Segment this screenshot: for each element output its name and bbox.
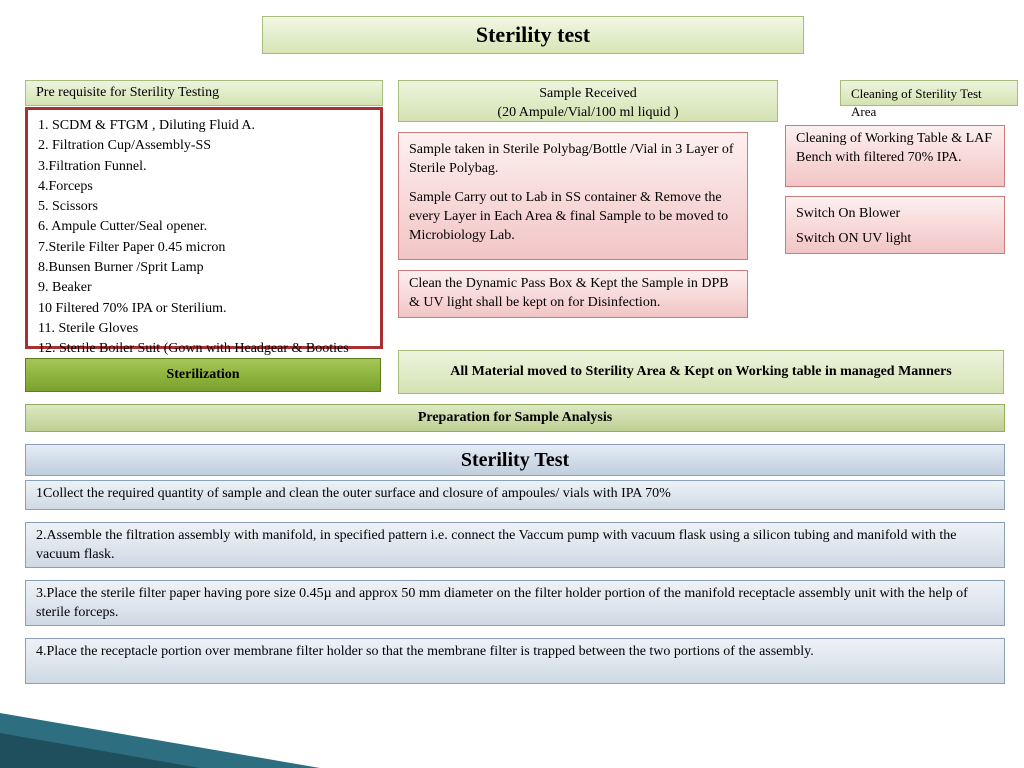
step-4: 4.Place the receptacle portion over memb… bbox=[25, 638, 1005, 684]
prereq-list: 1. SCDM & FTGM , Diluting Fluid A. 2. Fi… bbox=[25, 107, 383, 349]
material-moved-box: All Material moved to Sterility Area & K… bbox=[398, 350, 1004, 394]
dpb-box: Clean the Dynamic Pass Box & Kept the Sa… bbox=[398, 270, 748, 318]
sample-detail-p1: Sample taken in Sterile Polybag/Bottle /… bbox=[409, 141, 737, 179]
cleaning-blower: Switch On Blower bbox=[796, 205, 994, 224]
prep-bar: Preparation for Sample Analysis bbox=[25, 404, 1005, 432]
step-1: 1Collect the required quantity of sample… bbox=[25, 480, 1005, 510]
sterilization-box: Sterilization bbox=[25, 358, 381, 392]
sample-received-line2: (20 Ampule/Vial/100 ml liquid ) bbox=[409, 104, 767, 123]
prereq-header: Pre requisite for Sterility Testing bbox=[25, 80, 383, 106]
sample-detail-box: Sample taken in Sterile Polybag/Bottle /… bbox=[398, 132, 748, 260]
page-title: Sterility test bbox=[262, 16, 804, 54]
steps-title: Sterility Test bbox=[25, 444, 1005, 476]
step-3: 3.Place the sterile filter paper having … bbox=[25, 580, 1005, 626]
cleaning-header: Cleaning of Sterility Test Area bbox=[840, 80, 1018, 106]
cleaning-box-1: Cleaning of Working Table & LAF Bench wi… bbox=[785, 125, 1005, 187]
step-2: 2.Assemble the filtration assembly with … bbox=[25, 522, 1005, 568]
sample-received-box: Sample Received (20 Ampule/Vial/100 ml l… bbox=[398, 80, 778, 122]
cleaning-uv: Switch ON UV light bbox=[796, 230, 994, 249]
cleaning-box-2: Switch On Blower Switch ON UV light bbox=[785, 196, 1005, 254]
sample-detail-p2: Sample Carry out to Lab in SS container … bbox=[409, 189, 737, 246]
accent-triangles bbox=[0, 698, 320, 768]
sample-received-line1: Sample Received bbox=[409, 85, 767, 104]
